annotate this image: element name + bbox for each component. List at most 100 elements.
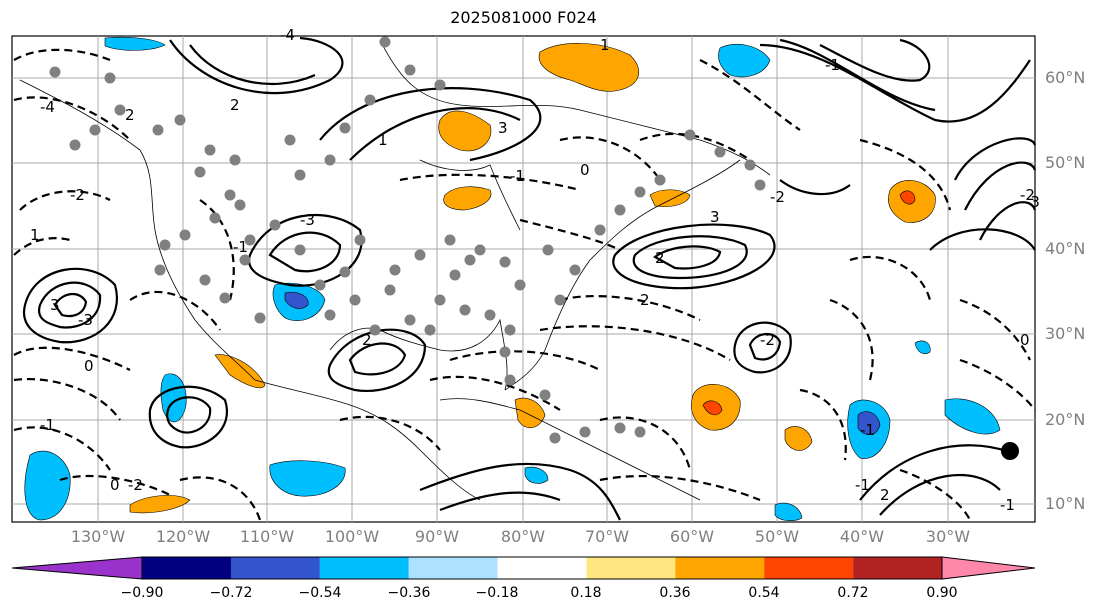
colorbar-swatch bbox=[497, 557, 587, 579]
contour-label: 1 bbox=[600, 36, 610, 54]
station-dot bbox=[654, 174, 666, 186]
station-dot bbox=[404, 64, 416, 76]
contour-line-dashed bbox=[959, 358, 1036, 411]
contour-line bbox=[166, 396, 212, 434]
station-dot bbox=[204, 144, 216, 156]
contour-line bbox=[748, 333, 782, 361]
station-dot bbox=[444, 234, 456, 246]
contour-label: -3 bbox=[1025, 193, 1040, 211]
station-dot bbox=[194, 166, 206, 178]
contour-line-dashed bbox=[199, 199, 235, 301]
station-dot bbox=[239, 254, 251, 266]
contour-line bbox=[37, 281, 102, 329]
station-dot bbox=[499, 256, 511, 268]
contour-line-dashed bbox=[13, 346, 131, 371]
contour-label: -1 bbox=[40, 416, 55, 434]
anomaly-region bbox=[443, 186, 492, 211]
contour-label: 3 bbox=[710, 208, 720, 226]
contour-line-dashed bbox=[449, 350, 601, 371]
contour-line-dashed bbox=[13, 378, 121, 421]
anomaly-region bbox=[24, 450, 71, 521]
lon-label: 50°W bbox=[754, 527, 800, 546]
station-dot bbox=[614, 422, 626, 434]
contour-label: 3 bbox=[50, 296, 60, 314]
station-dot bbox=[714, 146, 726, 158]
station-dot bbox=[569, 264, 581, 276]
station-dot bbox=[684, 129, 696, 141]
station-dot bbox=[484, 309, 496, 321]
contour-label: 2 bbox=[880, 486, 890, 504]
contour-label: 0 bbox=[84, 357, 94, 375]
contour-line-dashed bbox=[829, 298, 874, 381]
station-dot bbox=[614, 204, 626, 216]
lon-label: 60°W bbox=[669, 527, 715, 546]
anomaly-region bbox=[702, 400, 723, 416]
contour-label: 1 bbox=[30, 226, 40, 244]
station-dot bbox=[579, 426, 591, 438]
lon-label: 30°W bbox=[925, 527, 971, 546]
anomaly-region bbox=[857, 411, 881, 436]
contour-line-dashed bbox=[559, 295, 701, 321]
colorbar-extend-high bbox=[941, 556, 1036, 580]
station-dot bbox=[414, 249, 426, 261]
contour-line-dashed bbox=[59, 474, 171, 496]
shaded-anomalies bbox=[24, 36, 1001, 521]
contour-label: -3 bbox=[300, 211, 315, 229]
station-dot bbox=[254, 312, 266, 324]
contour-line bbox=[879, 473, 1001, 516]
station-dot bbox=[199, 274, 211, 286]
contour-line bbox=[53, 293, 88, 318]
station-dot bbox=[459, 304, 471, 316]
anomaly-region bbox=[129, 495, 191, 514]
contour-line bbox=[733, 321, 792, 374]
station-dot bbox=[499, 346, 511, 358]
contour-label: -4 bbox=[280, 26, 295, 44]
coastline bbox=[579, 439, 701, 501]
contour-line bbox=[779, 38, 936, 112]
lon-label: 120°W bbox=[155, 527, 211, 546]
contour-line bbox=[612, 223, 776, 290]
colorbar bbox=[11, 556, 1036, 580]
lat-label: 60°N bbox=[1045, 68, 1086, 87]
contour-line-dashed bbox=[639, 132, 751, 161]
contour-label: 3 bbox=[498, 119, 508, 137]
contour-line bbox=[189, 44, 316, 86]
station-dot bbox=[384, 284, 396, 296]
contour-label: -2 bbox=[760, 331, 775, 349]
contour-line bbox=[148, 385, 228, 449]
station-dot bbox=[114, 104, 126, 116]
station-dot bbox=[154, 264, 166, 276]
station-dot bbox=[434, 79, 446, 91]
station-dot bbox=[69, 139, 81, 151]
coastline bbox=[504, 159, 741, 391]
contour-lines bbox=[13, 36, 1037, 521]
contour-line bbox=[169, 36, 344, 95]
station-dot bbox=[294, 169, 306, 181]
contour-line-dashed bbox=[129, 290, 221, 331]
station-dot bbox=[594, 224, 606, 236]
station-dot bbox=[219, 292, 231, 304]
station-dot bbox=[554, 294, 566, 306]
station-dot bbox=[324, 309, 336, 321]
storm-marker bbox=[1001, 442, 1019, 460]
anomaly-region bbox=[524, 466, 549, 484]
contour-label: -2 bbox=[128, 476, 143, 494]
station-dot bbox=[159, 239, 171, 251]
contour-line-dashed bbox=[959, 298, 1031, 361]
contour-label: -2 bbox=[770, 188, 785, 206]
station-dot bbox=[504, 374, 516, 386]
anomaly-region bbox=[718, 44, 771, 78]
contour-line bbox=[247, 213, 363, 287]
station-dot bbox=[364, 94, 376, 106]
contour-line-dashed bbox=[339, 415, 441, 451]
station-dot bbox=[474, 244, 486, 256]
contour-line bbox=[779, 179, 851, 196]
contour-line-dashed bbox=[599, 416, 692, 471]
contour-line-dashed bbox=[13, 237, 71, 256]
station-dot bbox=[174, 114, 186, 126]
contour-line-dashed bbox=[859, 138, 952, 211]
station-dot bbox=[464, 254, 476, 266]
station-dot bbox=[539, 389, 551, 401]
contour-line bbox=[419, 462, 621, 521]
station-dot bbox=[389, 264, 401, 276]
